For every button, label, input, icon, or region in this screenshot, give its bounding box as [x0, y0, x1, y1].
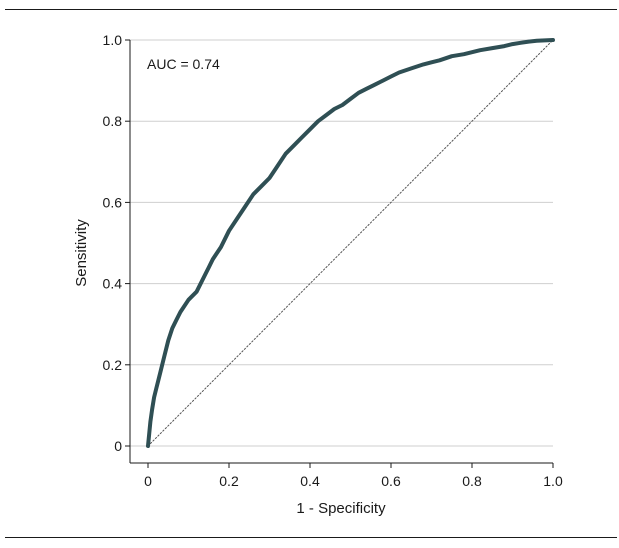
x-tick-label-3: 0.6: [381, 473, 401, 489]
top-rule: [5, 9, 617, 10]
y-tick-label-5: 1.0: [103, 32, 123, 48]
grid-layer: [130, 39, 553, 447]
series-layer: [146, 38, 555, 448]
x-tick-label-5: 1.0: [543, 473, 563, 489]
y-axis-label: Sensitivity: [73, 219, 90, 287]
bottom-rule: [5, 537, 617, 538]
auc-annotation: AUC = 0.74: [147, 56, 220, 72]
x-tick-label-4: 0.8: [462, 473, 482, 489]
y-tick-label-3: 0.6: [103, 194, 123, 210]
axis-layer: 0 0.2 0.4 0.6 0.8 1.0 0 0.2 0.4 0.6 0.8 1.0: [103, 32, 563, 489]
x-tick-label-2: 0.4: [300, 473, 320, 489]
x-axis-label: 1 - Specificity: [296, 500, 386, 517]
roc-curve-line: [146, 38, 555, 448]
y-tick-label-4: 0.8: [103, 113, 123, 129]
x-tick-label-1: 0.2: [219, 473, 239, 489]
x-tick-label-0: 0: [144, 473, 152, 489]
reference-diagonal-line: [147, 39, 554, 447]
label-layer: 1 - Specificity Sensitivity AUC = 0.74: [73, 56, 386, 517]
y-tick-label-2: 0.4: [103, 276, 123, 292]
y-tick-label-0: 0: [114, 438, 122, 454]
y-tick-label-1: 0.2: [103, 357, 123, 373]
